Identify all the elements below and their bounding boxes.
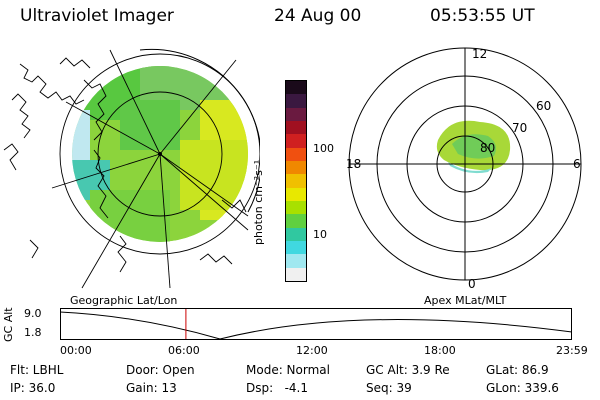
colorbar-segment [286,174,306,188]
timeline-ylabel: GC Alt [2,307,15,342]
mlat-label-70: 70 [512,121,527,135]
colorbar-segment [286,120,306,135]
info-seq: Seq: 39 [366,381,412,395]
colorbar-segment [286,267,306,281]
colorbar-segment [286,187,306,201]
info-gain: Gain: 13 [126,381,177,395]
mlt-label-0: 0 [468,277,476,291]
info-filter: Flt: LBHL [10,363,64,377]
altitude-curve [60,311,572,340]
timeline-ytick-1.8: 1.8 [24,326,42,339]
colorbar-tick-10: 10 [313,228,327,241]
info-door: Door: Open [126,363,195,377]
instrument-title: Ultraviolet Imager [20,6,174,26]
apex-caption: Apex MLat/MLT [424,294,507,307]
timeline-xtick-0600: 06:00 [168,344,200,357]
aurora-oval-inner [452,134,496,159]
info-glon: GLon: 339.6 [486,381,559,395]
colorbar-unit-label: photon cm⁻²s⁻¹ [252,159,265,245]
timeline-xtick-0000: 00:00 [60,344,92,357]
lat-circle [97,91,223,217]
date-label: 24 Aug 00 [274,6,362,26]
info-mode: Mode: Normal [246,363,330,377]
colorbar-segment [286,147,306,161]
colorbar-tick-100: 100 [313,142,334,155]
mlt-polar-plot: 12 18 6 0 60 70 80 [346,47,582,291]
timeline-ytick-9: 9.0 [24,307,42,320]
time-label: 05:53:55 UT [430,6,535,26]
timeline-xtick-1200: 12:00 [296,344,328,357]
info-ip: IP: 36.0 [10,381,56,395]
colorbar [285,80,307,282]
mlat-label-60: 60 [536,99,551,113]
altitude-timeline [60,308,572,340]
timeline-xtick-2359: 23:59 [556,344,588,357]
timeline-xtick-1800: 18:00 [424,344,456,357]
colorbar-segment [286,227,306,241]
mlat-label-80: 80 [480,141,495,155]
pole-marker [158,152,162,156]
colorbar-segment [286,160,306,175]
mlt-label-6: 6 [573,157,581,171]
info-glat: GLat: 86.9 [486,363,549,377]
colorbar-segment [286,81,306,95]
geo-caption: Geographic Lat/Lon [70,294,178,307]
colorbar-segment [286,214,306,228]
colorbar-segment [286,200,306,215]
colorbar-segment [286,107,306,121]
colorbar-segment [286,254,306,268]
info-gc-alt: GC Alt: 3.9 Re [366,363,450,377]
aurora-oval-edge [448,162,492,174]
colorbar-segment [286,134,306,148]
colorbar-segment [286,240,306,255]
lat-circle [59,53,260,255]
colorbar-segment [286,94,306,108]
mlt-label-12: 12 [472,47,487,61]
coastlines [3,57,247,273]
info-dsp: Dsp: -4.1 [246,381,309,395]
mlt-label-18: 18 [346,157,361,171]
meridian-lines [51,49,249,289]
geographic-map [3,48,260,289]
